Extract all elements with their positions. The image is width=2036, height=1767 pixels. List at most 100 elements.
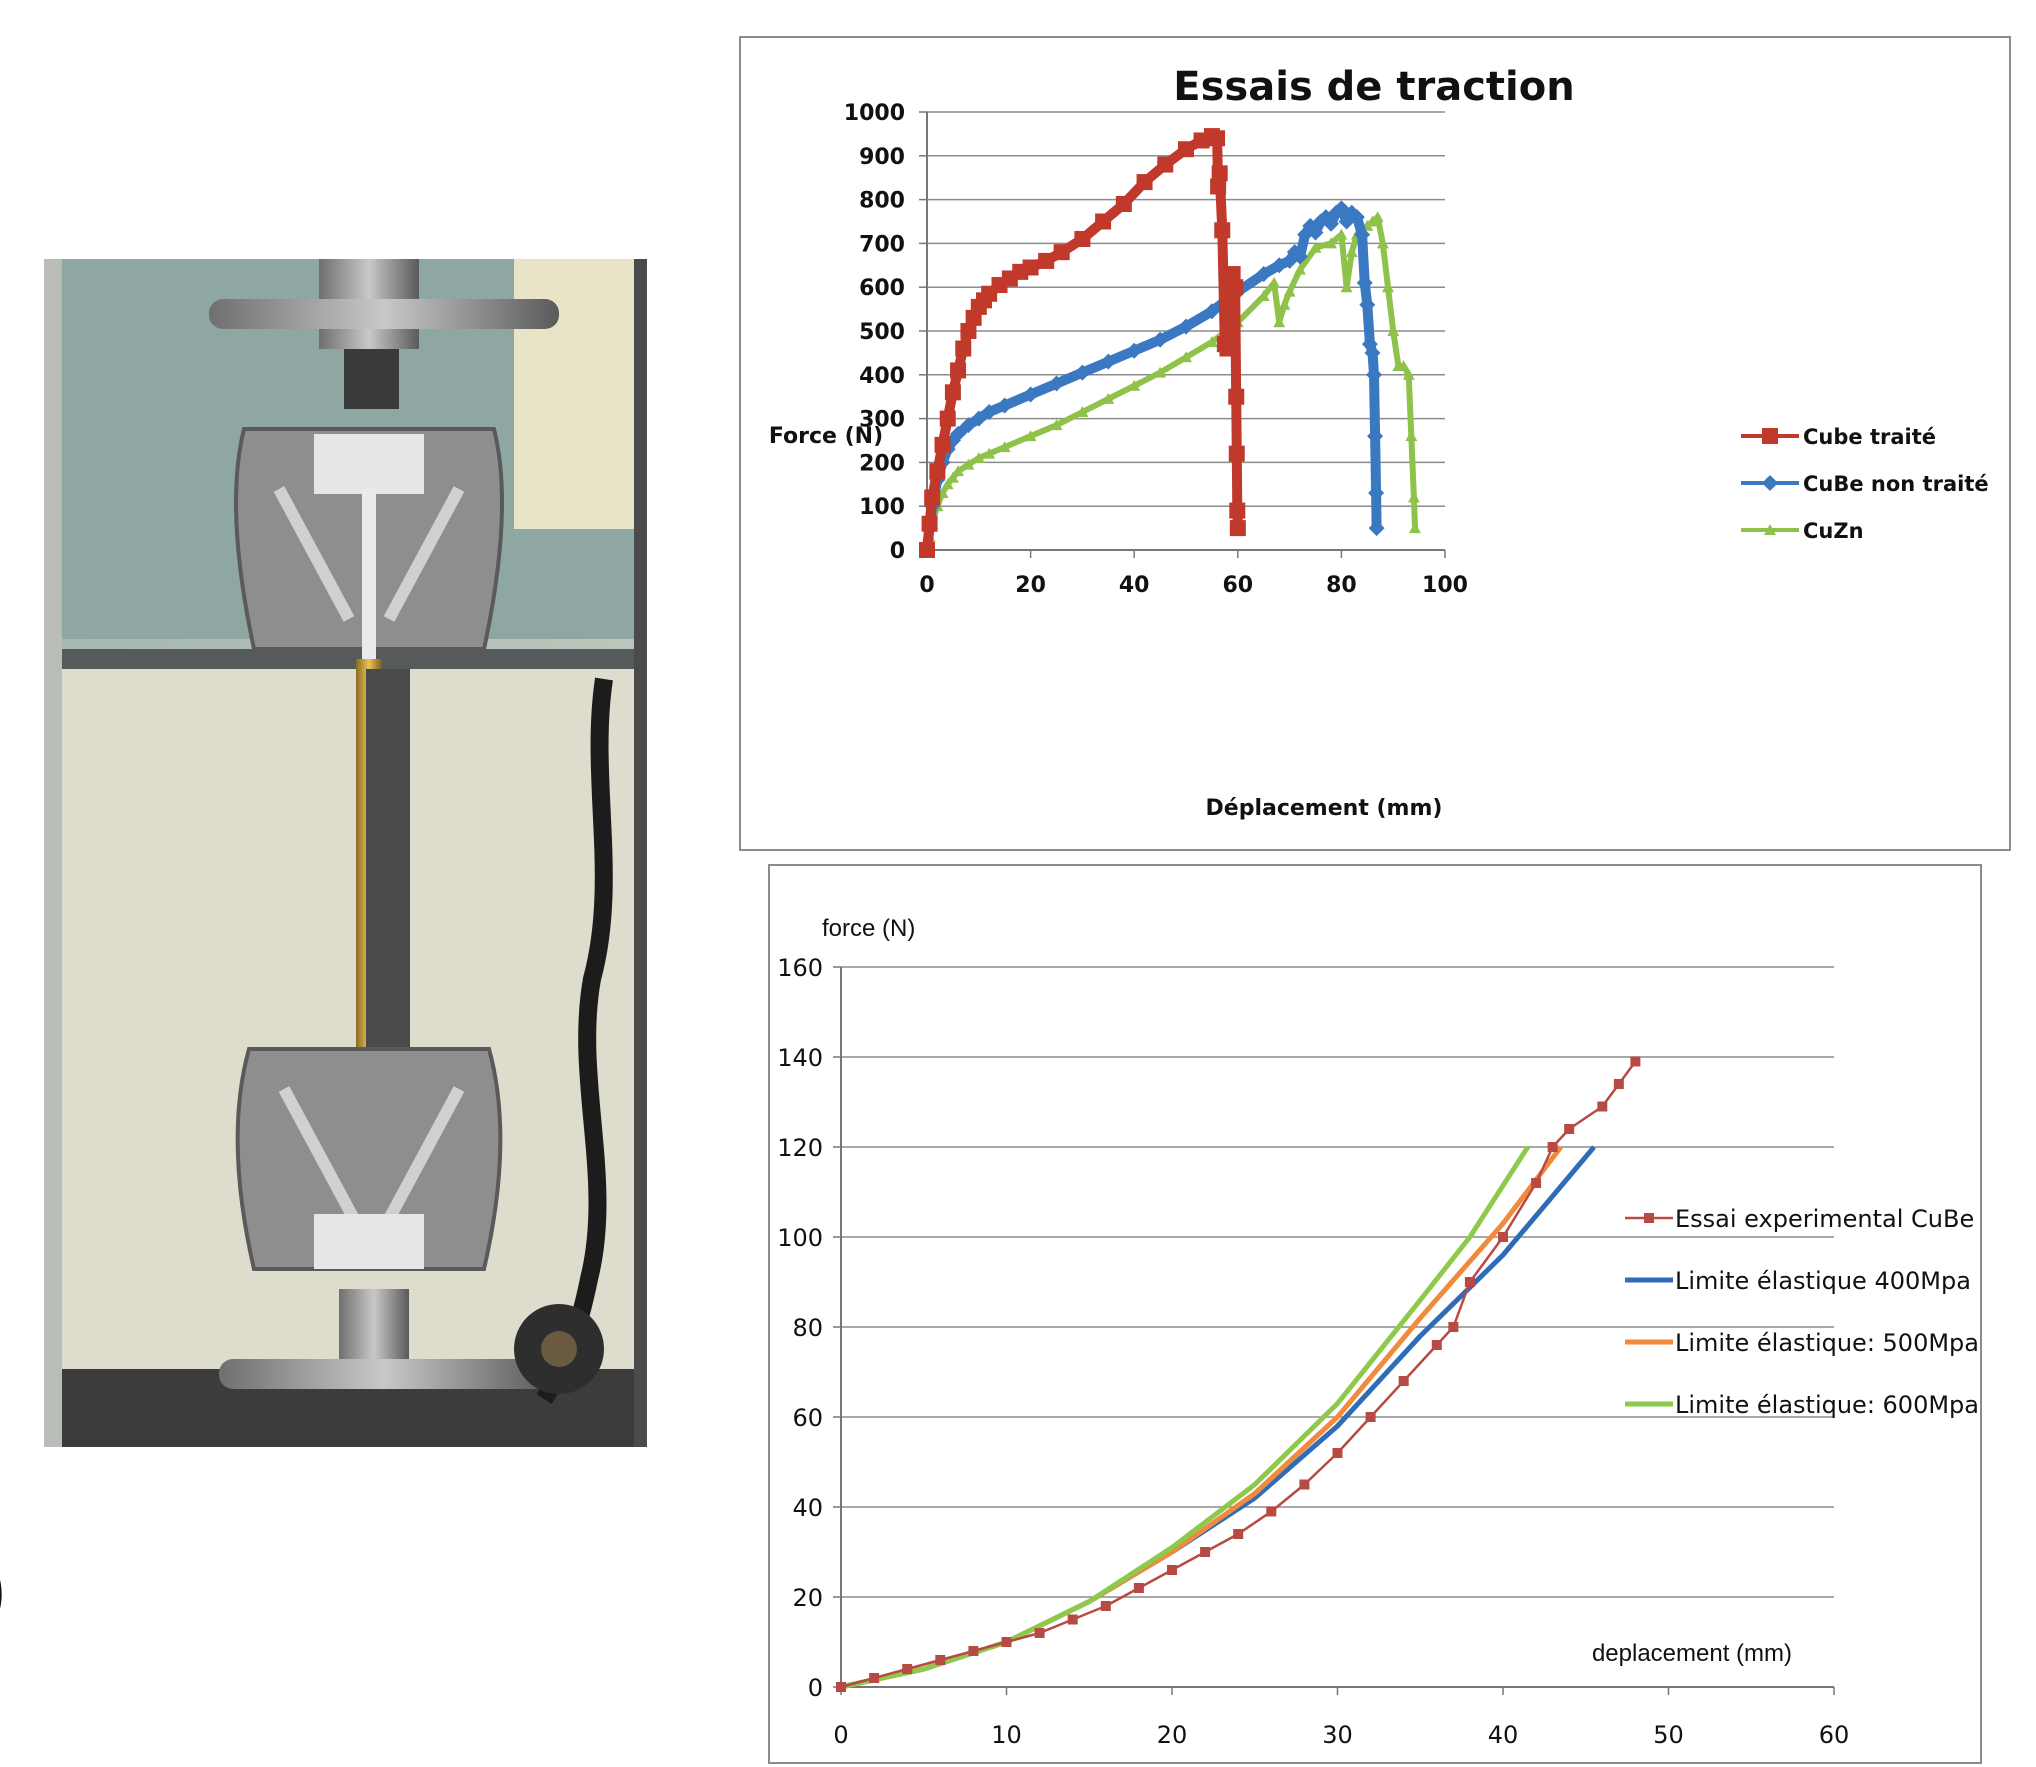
data-point-essai-experimental-cube-traite [1547,1142,1558,1152]
legend-label-cuzn: CuZn [1803,519,1864,543]
data-point-cuzn [983,447,996,459]
data-point-cuzn [1402,368,1415,380]
data-point-essai-experimental-cube-traite [1133,1583,1144,1593]
data-point-essai-experimental-cube-traite [836,1682,846,1692]
legend: Cube traité CuBe non traité CuZn [1741,425,1989,543]
x-tick-label: 0 [919,573,934,598]
data-point-cube-non-traite [981,404,998,421]
data-point-cube-non-traite [1203,303,1220,320]
data-point-cube-non-traite [1366,366,1383,383]
data-point-essai-experimental-cube-traite [968,1646,979,1656]
chart-force-deplacement: force (N) deplacement (mm) 0 20 40 60 80 100 1… [768,864,2036,1764]
data-point-cube-non-traite [1302,217,1319,234]
x-tick-label: 40 [1119,573,1150,598]
data-point-essai-experimental-cube-traite [1464,1277,1475,1287]
chart-force-deplacement-svg: force (N) deplacement (mm) 0204060801001… [777,915,2036,1749]
data-point-cuzn [1387,325,1400,336]
data-point-cuzn [1257,289,1270,301]
data-point-essai-experimental-cube-traite [902,1664,913,1674]
lower-grip-label [314,1214,424,1269]
data-point-essai-experimental-cube-traite [1448,1322,1459,1332]
data-point-cuzn [1128,379,1141,391]
data-point-cube-traite [1214,222,1231,239]
data-point-cube-non-traite [1368,520,1385,537]
data-point-cuzn [946,471,959,483]
data-point-cube-non-traite [1100,353,1117,370]
data-point-cube-traite [921,515,938,532]
data-point-cuzn [1102,392,1115,404]
y-tick-label: 100 [859,495,905,520]
data-point-cuzn [972,452,985,464]
data-point-cube-non-traite [1178,318,1194,335]
data-point-cube-non-traite [970,410,987,427]
legend-label-limite-elastique-400mpa: Limite élastique 400Mpa [1675,1267,1971,1295]
y-tick-label: 600 [859,276,905,301]
data-point-cuzn [1278,298,1291,310]
y-tick-label: 700 [859,232,905,257]
data-point-cube-traite [1074,231,1091,248]
series-line-cuzn [924,214,1418,551]
data-point-cube-traite [1228,388,1245,405]
data-point-cube-traite [919,542,935,558]
data-point-cuzn [998,441,1011,453]
y-tick-label: 200 [859,451,905,476]
x-tick-label: 40 [1488,1721,1519,1749]
data-point-cube-traite [1157,156,1174,173]
side-parenthesis: ) [0,1548,7,1628]
data-point-essai-experimental-cube-traite [1630,1056,1641,1067]
data-point-cuzn [1345,246,1358,258]
chart-title: Essais de traction [1173,64,1574,110]
legend: Essai experimental CuBe traité Limite éla… [1625,1205,2036,1419]
x-tick-label: 20 [1157,1721,1188,1749]
data-point-cuzn [1340,281,1353,293]
legend-label-limite-elastique-500mpa: Limite élastique: 500Mpa [1675,1329,1979,1357]
y-tick-label: 100 [777,1224,823,1252]
hand-wheel-hub [541,1331,577,1367]
data-point-cube-traite [955,340,972,357]
data-point-essai-experimental-cube-traite [1167,1565,1177,1575]
data-point-cube-traite [1211,165,1228,182]
legend-label-limite-elastique-600mpa: Limite élastique: 600Mpa [1675,1391,1979,1419]
data-point-cube-non-traite [1291,248,1308,265]
data-point-cuzn [1076,406,1089,418]
data-point-essai-experimental-cube-traite [1067,1614,1078,1625]
tick-labels: 0 20 40 60 80 100 120 140 160 0 10 20 30 40 50 60 [777,954,1849,1749]
shelf-edge [44,649,647,669]
ruler-left [44,259,62,1447]
legend-label-essai-experimental-cube-traite: Essai experimental CuBe traité [1675,1205,1980,1233]
data-point-cube-traite [1229,520,1246,537]
data-point-cuzn [1408,522,1421,534]
data-point-cube-non-traite [1338,213,1355,230]
series-line-limite-elastique-600mpa [840,1145,1530,1690]
data-point-cube-traite [1222,296,1239,313]
legend-marker-essai-experimental-cube-traite [1644,1213,1654,1223]
data-point-cuzn [1376,237,1389,249]
y-axis-label: force (N) [822,915,915,942]
x-tick-label: 10 [991,1721,1022,1749]
series-line-essai-experimental-cube-traite [840,1060,1637,1689]
data-point-cuzn [952,465,965,477]
x-tick-label: 0 [833,1721,848,1749]
data-point-cube-non-traite [1126,342,1143,359]
data-point-cuzn [1309,241,1322,253]
data-point-cube-traite [1228,445,1245,462]
data-point-cuzn [1325,237,1338,249]
y-tick-label: 1000 [844,101,905,126]
data-point-cube-non-traite [960,417,977,434]
lower-handle-bar [219,1359,549,1389]
y-tick-label: 40 [792,1494,823,1522]
lower-grip-jaws [278,1086,465,1222]
data-point-essai-experimental-cube-traite [1498,1232,1508,1242]
data-point-essai-experimental-cube-traite [1365,1412,1376,1422]
data-point-cube-traite [1178,141,1194,158]
y-tick-label: 900 [859,145,905,170]
data-point-cube-traite [960,323,977,339]
data-point-cube-traite [1219,340,1236,357]
data-point-cube-non-traite [950,425,967,442]
data-point-cuzn [1205,335,1218,347]
data-point-cube-non-traite [1271,257,1288,274]
data-point-cube-non-traite [1152,331,1169,348]
data-point-cuzn [1407,491,1420,503]
data-point-essai-experimental-cube-traite [1034,1628,1045,1638]
upper-handle-bar [209,299,559,329]
